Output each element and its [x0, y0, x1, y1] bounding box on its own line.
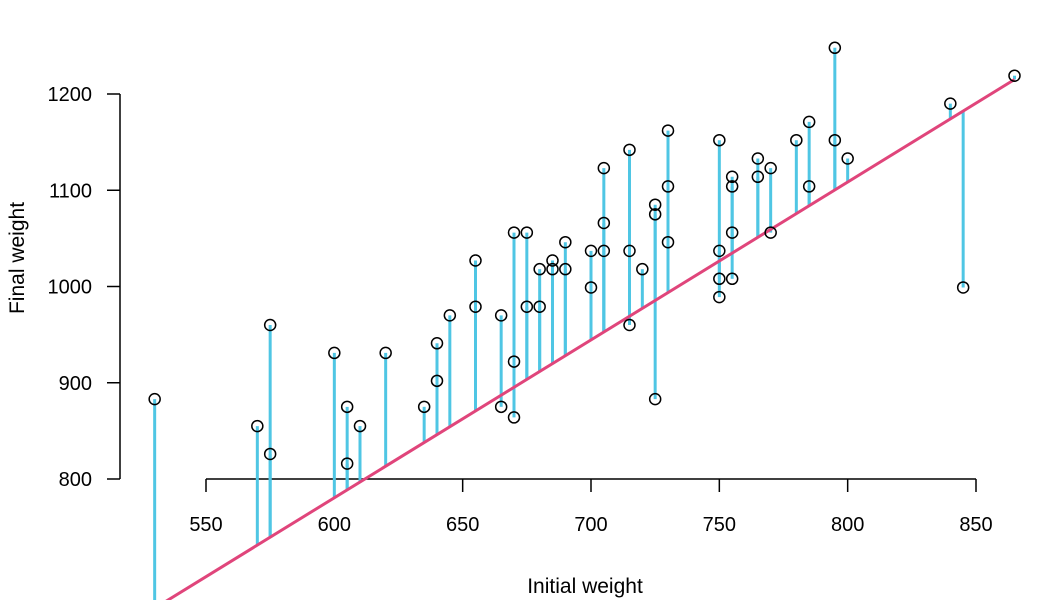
data-point [263, 318, 277, 332]
data-point [648, 392, 662, 406]
data-point [956, 281, 970, 294]
x-axis: 550 600 650 700 750 800 850 [189, 478, 993, 536]
data-point [494, 400, 508, 414]
data-point [764, 226, 777, 239]
data-point [828, 133, 842, 147]
data-point [520, 300, 534, 313]
data-point [725, 226, 739, 239]
data-point [353, 419, 367, 433]
data-points [148, 41, 1021, 470]
y-axis-title: Final weight [6, 202, 29, 314]
data-point [648, 198, 662, 211]
data-point [379, 346, 392, 360]
data-point [648, 208, 662, 221]
data-point [533, 300, 546, 313]
data-point [725, 180, 739, 193]
data-point [584, 244, 598, 258]
data-point [546, 262, 559, 276]
regression-line-group [165, 78, 1016, 600]
data-point [559, 235, 572, 249]
data-point [263, 447, 277, 461]
data-point [841, 152, 854, 165]
data-point [340, 400, 354, 414]
data-point [790, 133, 803, 147]
data-point [443, 309, 457, 322]
data-point [469, 254, 482, 267]
data-point [507, 226, 521, 239]
x-tick-label: 600 [318, 514, 351, 536]
data-point [584, 281, 598, 294]
data-point [713, 244, 726, 258]
data-point [764, 161, 777, 175]
data-point [623, 143, 636, 157]
y-tick-label: 1100 [49, 180, 92, 202]
data-point [802, 180, 816, 193]
data-point [340, 457, 354, 470]
data-point [469, 300, 482, 313]
data-point [661, 180, 675, 193]
data-point [494, 309, 508, 322]
data-point [251, 419, 264, 433]
data-point [507, 411, 521, 424]
data-point [725, 170, 739, 184]
data-point [430, 374, 444, 388]
data-point [533, 262, 546, 276]
data-point [597, 244, 611, 258]
data-point [417, 400, 431, 414]
data-point [1008, 69, 1021, 82]
data-point [546, 254, 559, 267]
data-point [328, 346, 341, 360]
data-point [713, 133, 726, 147]
y-axis: 800 900 1000 1100 1200 [48, 84, 121, 491]
x-tick-label: 650 [446, 514, 479, 536]
data-point [148, 392, 161, 406]
x-tick-label: 850 [959, 514, 992, 536]
data-point [661, 124, 675, 137]
data-point [636, 262, 649, 276]
data-point [713, 290, 726, 304]
regression-line [165, 78, 1016, 600]
x-tick-label: 700 [574, 514, 607, 536]
x-tick-label: 800 [831, 514, 864, 536]
data-point [597, 161, 611, 175]
data-point [802, 115, 816, 129]
data-point [430, 337, 444, 350]
data-point [751, 152, 765, 165]
y-tick-label: 1000 [48, 277, 93, 299]
data-point [944, 97, 957, 110]
y-tick-label: 800 [59, 469, 92, 491]
data-point [507, 355, 521, 368]
data-point [623, 318, 636, 332]
data-point [597, 216, 611, 230]
y-tick-label: 1200 [48, 84, 93, 106]
data-point [713, 272, 726, 286]
data-point [559, 262, 572, 276]
data-point [725, 272, 739, 286]
y-tick-label: 900 [59, 373, 92, 395]
x-axis-title: Initial weight [527, 575, 643, 598]
data-point [751, 170, 765, 184]
data-point [828, 41, 842, 55]
data-point [661, 235, 675, 249]
x-tick-label: 750 [703, 514, 736, 536]
x-tick-label: 550 [189, 514, 222, 536]
data-point [520, 226, 534, 239]
data-point [623, 244, 636, 258]
